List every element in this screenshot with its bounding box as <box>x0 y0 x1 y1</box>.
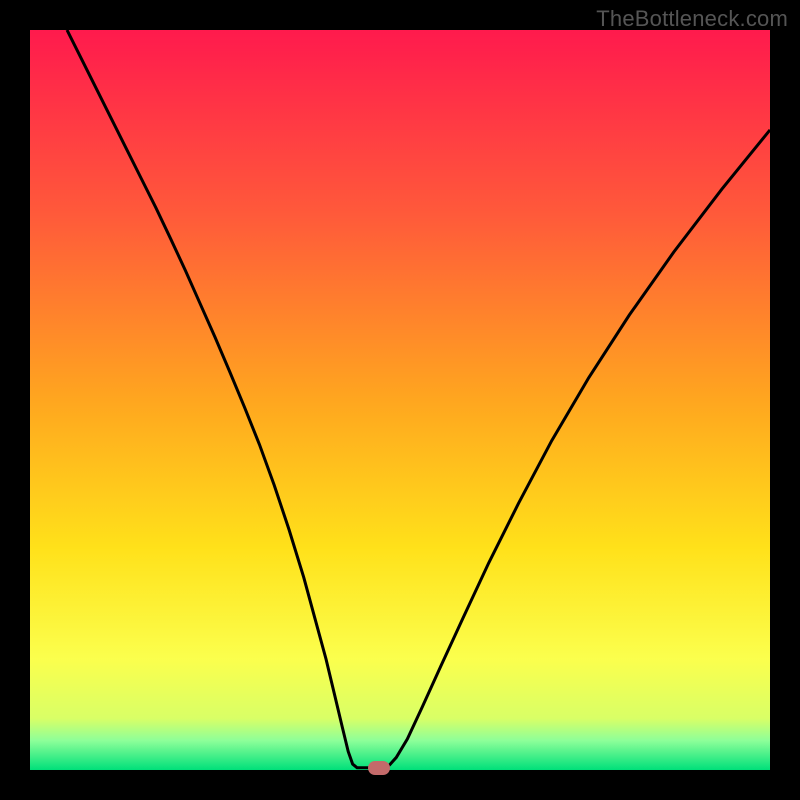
curve-svg <box>30 30 770 770</box>
watermark-text: TheBottleneck.com <box>596 6 788 32</box>
bottleneck-curve <box>67 30 770 768</box>
chart-plot-area <box>30 30 770 770</box>
optimum-marker <box>368 761 390 775</box>
